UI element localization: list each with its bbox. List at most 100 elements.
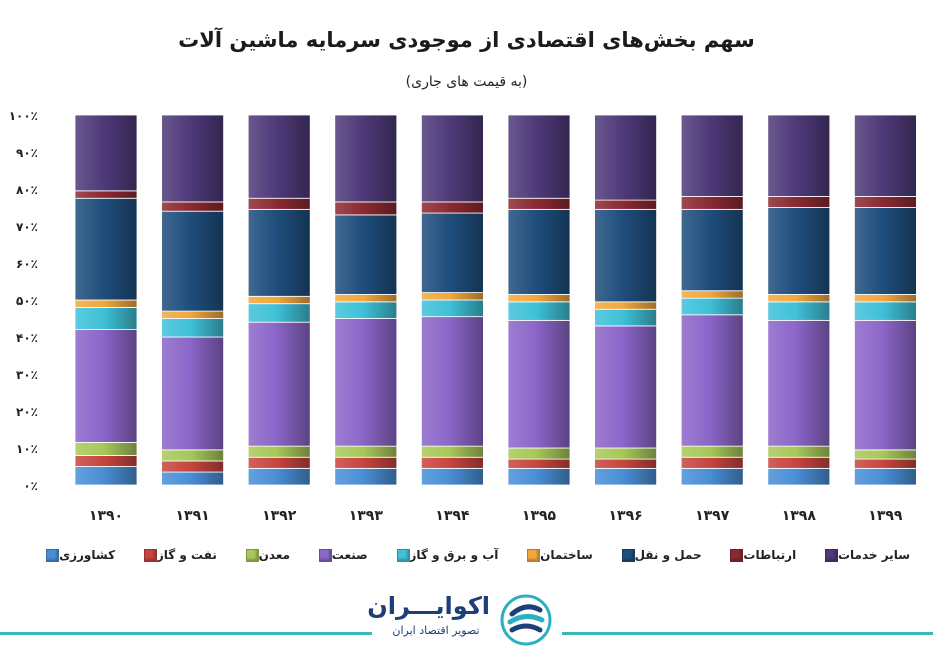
bar-segment <box>594 467 657 486</box>
bar-segment <box>247 114 311 199</box>
bar-segment <box>767 195 831 208</box>
legend-swatch <box>46 548 60 562</box>
legend-label: ساختمان <box>540 548 593 562</box>
bar-segment <box>334 114 398 203</box>
bar-segment <box>420 292 484 301</box>
bar-segment <box>594 301 657 310</box>
legend-swatch <box>245 548 259 562</box>
footer-line-left <box>0 632 372 635</box>
bar-segment <box>767 301 831 321</box>
bar-segment <box>767 445 831 458</box>
brand-logo-text: اکوایـــران <box>367 592 490 620</box>
bar-segment <box>507 447 571 460</box>
bar-segment <box>854 114 917 197</box>
bar-segment <box>247 445 311 458</box>
bar-segment <box>767 114 831 197</box>
bar-segment <box>334 456 398 469</box>
y-tick-label: ۰٪ <box>23 479 38 493</box>
bar-segment <box>74 329 138 443</box>
legend-item: صنعت <box>313 548 368 562</box>
bar-segment <box>594 308 657 327</box>
y-tick-label: ۱۰٪ <box>16 442 38 456</box>
bar-segment <box>594 114 657 201</box>
bar-segment <box>247 295 311 305</box>
bar-segment <box>594 447 657 460</box>
bar-segment <box>594 199 657 210</box>
bar-segment <box>334 294 398 303</box>
bar-segment <box>247 303 311 323</box>
bar-segment <box>161 336 225 451</box>
bar-segment <box>854 294 917 303</box>
bar-segment <box>161 210 225 312</box>
bar-segment <box>420 201 484 214</box>
y-tick-label: ۸۰٪ <box>16 183 38 197</box>
bar-segment <box>334 214 398 295</box>
brand-logo-icon <box>500 594 552 646</box>
bar-segment <box>420 299 484 318</box>
chart-title: سهم بخش‌های اقتصادی از موجودی سرمایه ماش… <box>178 28 755 52</box>
bar-segment <box>767 319 831 447</box>
bar-segment <box>334 301 398 319</box>
y-tick-label: ۷۰٪ <box>16 220 38 234</box>
bar-segment <box>420 445 484 458</box>
bar-segment <box>680 314 744 447</box>
bar-segment <box>767 207 831 295</box>
legend-swatch <box>396 548 410 562</box>
bar-segment <box>680 290 744 299</box>
bar-segment <box>507 114 571 199</box>
legend-label: نفت و گاز <box>156 548 217 562</box>
bar-segment <box>74 466 138 486</box>
x-tick-label: ۱۳۹۳ <box>349 508 384 524</box>
legend-label: صنعت <box>331 548 368 562</box>
bar-segment <box>594 458 657 469</box>
bar-segment <box>74 190 138 199</box>
bar-segment <box>767 456 831 469</box>
bar-segment <box>74 306 138 330</box>
bar-segment <box>507 301 571 321</box>
y-tick-label: ۵۰٪ <box>16 294 38 308</box>
bar-segment <box>854 319 917 451</box>
stacked-bar-chart: ۰٪ ۱۰٪ ۲۰٪ ۳۰٪ ۴۰٪ ۵۰٪ ۶۰٪ ۷۰٪ ۸۰٪ ۹۰٪ ۱۰۰٪ ۱۳۹۰ ۱۳۹… <box>9 109 917 524</box>
y-tick-label: ۹۰٪ <box>16 146 38 160</box>
bar-segment <box>680 208 744 292</box>
bar-segment <box>507 319 571 449</box>
x-tick-label: ۱۳۹۲ <box>262 508 297 524</box>
bar-segment <box>680 445 744 458</box>
x-tick-label: ۱۳۹۴ <box>435 508 470 524</box>
bar-segment <box>680 195 744 210</box>
legend-item: ساختمان <box>521 548 593 562</box>
bar-segment <box>74 442 138 456</box>
bar-segment <box>767 467 831 486</box>
legend-label: معدن <box>258 548 291 562</box>
bar-segment <box>507 467 571 486</box>
bar-segment <box>74 197 138 301</box>
y-tick-label: ۴۰٪ <box>16 331 38 345</box>
bar-segment <box>507 208 571 295</box>
bar-segment <box>420 467 484 486</box>
legend-swatch <box>318 548 332 562</box>
legend-label: ارتباطات <box>743 548 797 562</box>
bar-segment <box>680 297 744 316</box>
bar-segment <box>854 301 917 321</box>
bar-segment <box>854 467 917 486</box>
bar-segment <box>161 201 225 212</box>
bar-segment <box>680 467 744 486</box>
bar-segment <box>507 197 571 210</box>
legend-item: سایر خدمات <box>819 548 910 562</box>
brand-tagline: تصویر اقتصاد ایران <box>392 624 480 637</box>
bar-segment <box>161 471 225 486</box>
bar-segment <box>74 114 138 192</box>
bar-segment <box>247 456 311 469</box>
bar-segment <box>594 208 657 303</box>
legend-label: سایر خدمات <box>837 548 910 562</box>
bar-segment <box>854 195 917 208</box>
footer-line-right <box>562 632 933 635</box>
bar-segment <box>334 445 398 458</box>
bar-segment <box>74 454 138 467</box>
bar-segment <box>161 114 225 203</box>
legend-item: حمل و نقل <box>616 548 702 562</box>
bar-segment <box>507 458 571 469</box>
x-tick-label: ۱۳۹۵ <box>522 508 557 524</box>
bar-segment <box>854 207 917 295</box>
bar-segment <box>334 467 398 486</box>
